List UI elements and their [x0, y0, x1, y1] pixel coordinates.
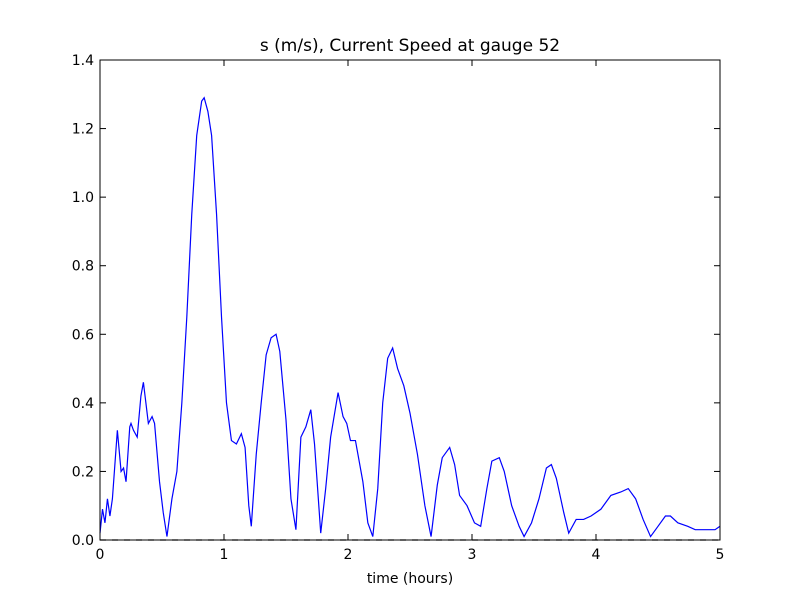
y-tick-label: 1.0 — [72, 190, 94, 206]
y-tick-label: 0.2 — [72, 464, 94, 480]
x-tick-label: 4 — [592, 547, 601, 563]
plot-frame — [99, 59, 721, 541]
chart-title: s (m/s), Current Speed at gauge 52 — [260, 36, 560, 56]
y-tick-label: 0.8 — [72, 259, 94, 275]
x-tick-label: 3 — [468, 547, 477, 563]
x-tick-label: 5 — [716, 547, 725, 563]
x-axis-label: time (hours) — [367, 571, 453, 587]
x-tick-label: 1 — [220, 547, 229, 563]
y-tick-label: 0.0 — [72, 533, 94, 549]
x-tick-label: 0 — [96, 547, 105, 563]
data-line — [99, 96, 721, 538]
y-tick-label: 1.4 — [72, 53, 94, 69]
x-tick-label: 2 — [344, 547, 353, 563]
y-tick-label: 0.6 — [72, 327, 94, 343]
y-tick-label: 0.4 — [72, 396, 94, 412]
y-tick-label: 1.2 — [72, 122, 94, 138]
